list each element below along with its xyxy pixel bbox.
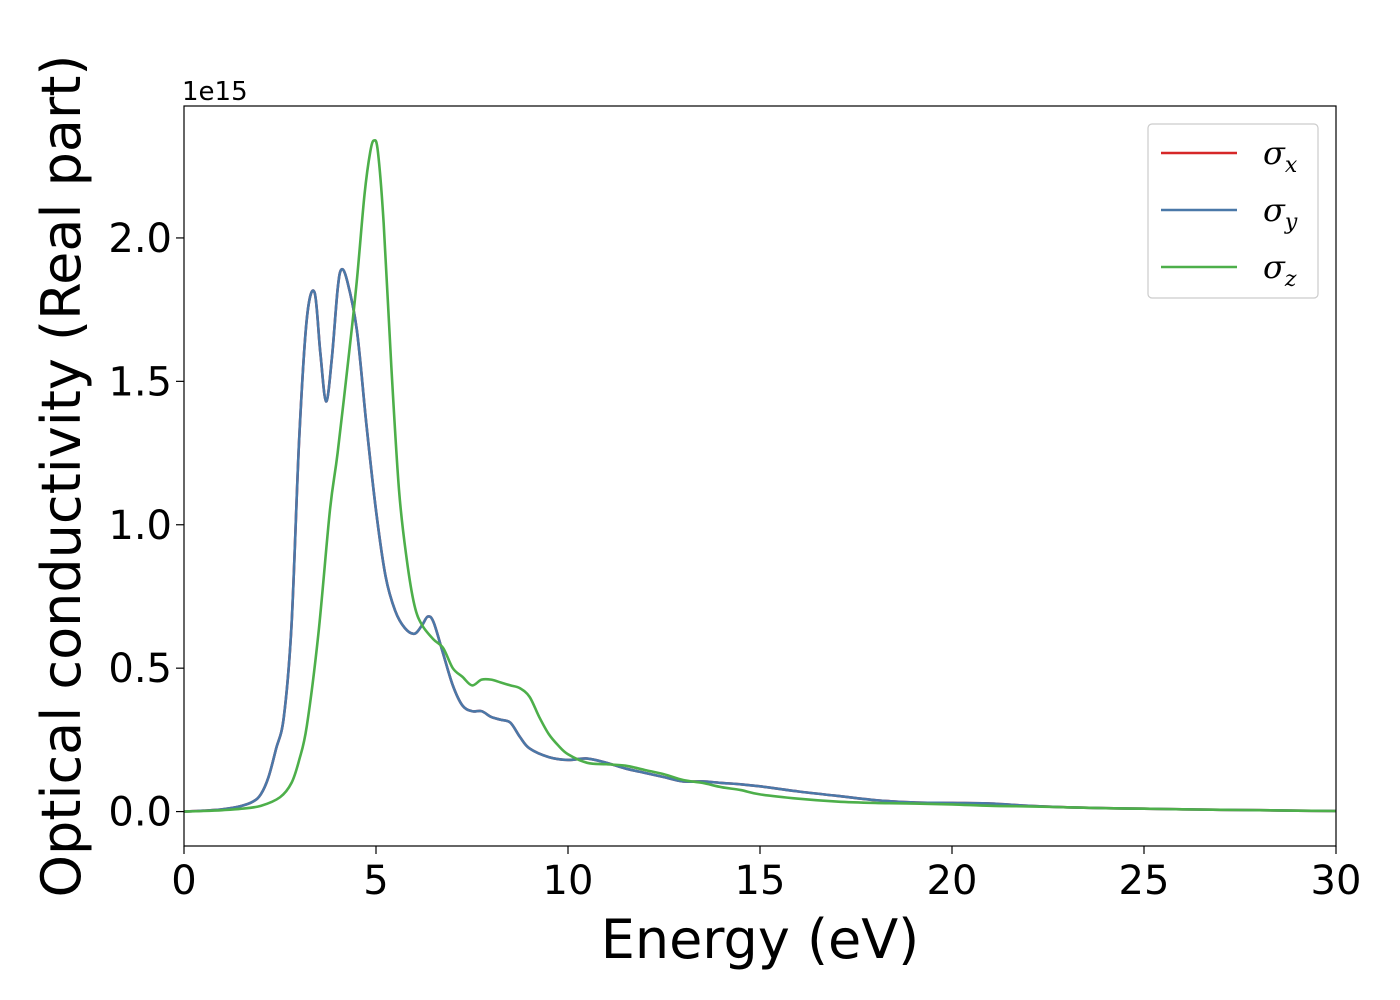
legend-label-x: σx <box>1263 134 1298 178</box>
x-axis-title: Energy (eV) <box>601 908 920 971</box>
x-tick-label: 5 <box>363 858 388 904</box>
legend-label-subscript: z <box>1284 267 1297 292</box>
series-line-z <box>184 138 1336 813</box>
x-tick-label: 10 <box>543 858 594 904</box>
legend-label-z: σz <box>1263 248 1297 292</box>
legend-label-base: σ <box>1263 248 1286 286</box>
y-offset-label: 1e15 <box>182 77 248 107</box>
legend-label-y: σy <box>1263 191 1298 235</box>
legend-label-base: σ <box>1263 134 1286 172</box>
y-tick-label: 2.0 <box>108 216 172 262</box>
x-tick-label: 30 <box>1311 858 1362 904</box>
y-tick-label: 1.0 <box>108 503 172 549</box>
legend-label-subscript: y <box>1284 210 1298 235</box>
legend-label-subscript: x <box>1285 153 1298 178</box>
x-axis-ticks: 0 5 10 15 20 25 30 <box>171 846 1361 904</box>
x-tick-label: 20 <box>927 858 978 904</box>
y-axis-title: Optical conductivity (Real part) <box>30 55 93 898</box>
y-tick-label: 0.5 <box>108 646 172 692</box>
legend-label-base: σ <box>1263 191 1286 229</box>
y-tick-label: 0.0 <box>108 790 172 836</box>
x-tick-label: 15 <box>735 858 786 904</box>
series-layer <box>184 138 1336 813</box>
x-tick-label: 25 <box>1119 858 1170 904</box>
x-tick-label: 0 <box>171 858 196 904</box>
y-axis-ticks: 0.0 0.5 1.0 1.5 2.0 <box>108 216 184 836</box>
y-tick-label: 1.5 <box>108 359 172 405</box>
